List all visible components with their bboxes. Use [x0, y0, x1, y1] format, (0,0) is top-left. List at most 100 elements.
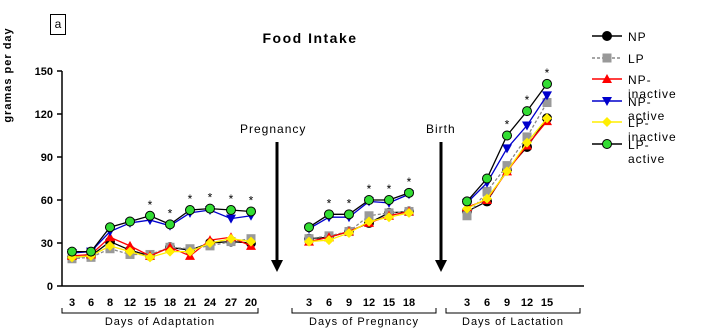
data-point-np-active: [226, 214, 236, 224]
legend-label-lp-inactive: LP-inactive: [628, 116, 677, 144]
x-tick-label: 6: [484, 297, 490, 309]
x-tick-label: 12: [363, 297, 375, 309]
data-point-lp-inactive: [165, 246, 175, 257]
x-tick-label: 9: [346, 297, 352, 309]
data-point-lp-active: [462, 196, 472, 207]
significance-marker: *: [168, 206, 173, 220]
data-point-lp-active: [205, 203, 215, 214]
x-tick-label: 3: [306, 297, 312, 309]
x-tick-label: 9: [504, 297, 510, 309]
data-point-lp-active: [165, 219, 175, 230]
data-point-lp-active: [226, 205, 236, 216]
x-tick-label: 3: [69, 297, 75, 309]
significance-marker: *: [387, 182, 392, 196]
x-tick-label: 27: [225, 297, 237, 309]
data-point-lp-inactive: [364, 216, 374, 227]
significance-marker: *: [327, 196, 332, 210]
data-point-lp-active: [502, 130, 512, 141]
legend-symbol: [602, 138, 612, 149]
legend-label-np-active: NP-active: [628, 94, 666, 123]
data-point-lp: [482, 186, 492, 196]
significance-marker: *: [407, 175, 412, 189]
data-point-lp-active: [185, 205, 195, 216]
data-point-lp-inactive: [502, 166, 512, 177]
series-line-np-inactive: [71, 236, 252, 257]
series-line-lp-inactive: [71, 238, 252, 259]
data-point-lp-inactive: [542, 113, 552, 124]
data-point-lp-active: [522, 106, 532, 117]
data-point-lp-inactive: [482, 193, 492, 204]
x-tick-label: 12: [521, 297, 533, 309]
x-tick-label: 12: [124, 297, 136, 309]
data-point-lp: [502, 161, 512, 171]
x-tick-label: 8: [107, 297, 113, 309]
significance-marker: *: [188, 192, 193, 206]
data-point-np-inactive: [105, 232, 115, 242]
data-point-lp-inactive: [344, 227, 354, 238]
data-point-np-active: [502, 144, 512, 154]
y-tick-label: 120: [35, 109, 53, 121]
data-point-lp-inactive: [145, 252, 155, 263]
data-point-lp-inactive: [324, 235, 334, 246]
data-point-lp-active: [364, 195, 374, 205]
legend-symbol: [602, 96, 612, 106]
y-tick-label: 30: [41, 238, 53, 250]
chart-title: Food Intake: [262, 30, 358, 46]
data-point-lp-inactive: [105, 240, 115, 251]
x-tick-label: 15: [541, 297, 553, 309]
legend-symbol: [602, 74, 612, 83]
legend-marker-np-inactive: [592, 74, 622, 83]
annotation-birth: Birth: [426, 122, 456, 136]
data-point-np-inactive: [125, 240, 135, 250]
x-group-label-adaptation: Days of Adaptation: [104, 316, 216, 328]
x-group-bracket: [291, 308, 437, 314]
data-point-lp-active: [324, 209, 334, 220]
x-tick-label: 15: [383, 297, 395, 309]
y-tick-label: 60: [41, 195, 53, 207]
data-point-lp-inactive: [246, 236, 256, 247]
legend-marker-np-active: [592, 96, 622, 106]
data-point-lp-active: [344, 209, 354, 220]
data-point-lp: [462, 211, 472, 221]
x-tick-label: 20: [245, 297, 257, 309]
significance-marker: *: [545, 66, 550, 80]
data-point-lp-inactive: [125, 246, 135, 257]
panel-label: a: [50, 14, 66, 35]
data-point-lp-active: [105, 222, 115, 233]
significance-marker: *: [249, 193, 254, 207]
data-point-lp-inactive: [205, 238, 215, 248]
series-line-lp-active: [466, 83, 548, 202]
data-point-lp-inactive: [522, 137, 532, 148]
significance-marker: *: [229, 192, 234, 206]
legend-label-np-inactive: NP-inactive: [628, 73, 677, 101]
series-line-lp: [466, 102, 548, 217]
data-point-lp-active: [304, 222, 314, 233]
data-point-lp-inactive: [304, 236, 314, 247]
legend-symbol: [602, 31, 612, 41]
legend-symbol: [602, 117, 612, 127]
significance-marker: *: [148, 198, 153, 212]
x-tick-label: 21: [184, 297, 196, 309]
series-line-lp-active: [72, 207, 252, 253]
x-tick-label: 18: [164, 297, 176, 309]
data-point-lp-active: [145, 210, 155, 221]
x-tick-label: 6: [326, 297, 332, 309]
data-point-lp-inactive: [462, 203, 472, 214]
x-group-bracket: [445, 308, 581, 314]
data-point-lp-inactive: [67, 252, 77, 263]
significance-marker: *: [208, 191, 213, 205]
significance-marker: *: [525, 93, 530, 107]
data-point-lp-active: [125, 216, 135, 227]
significance-marker: *: [367, 182, 372, 196]
data-point-lp: [522, 132, 532, 142]
legend-marker-lp-active: [592, 138, 622, 149]
x-group-bracket: [61, 308, 259, 314]
x-tick-label: 6: [88, 297, 94, 309]
birth-arrow-head: [435, 260, 447, 272]
data-point-lp: [542, 98, 552, 108]
x-group-label-lactation: Days of Lactation: [462, 316, 564, 328]
data-point-lp-active: [67, 246, 77, 257]
series-line-np-active: [71, 209, 252, 254]
data-point-lp-active: [246, 206, 256, 217]
data-point-np-active: [522, 121, 532, 131]
